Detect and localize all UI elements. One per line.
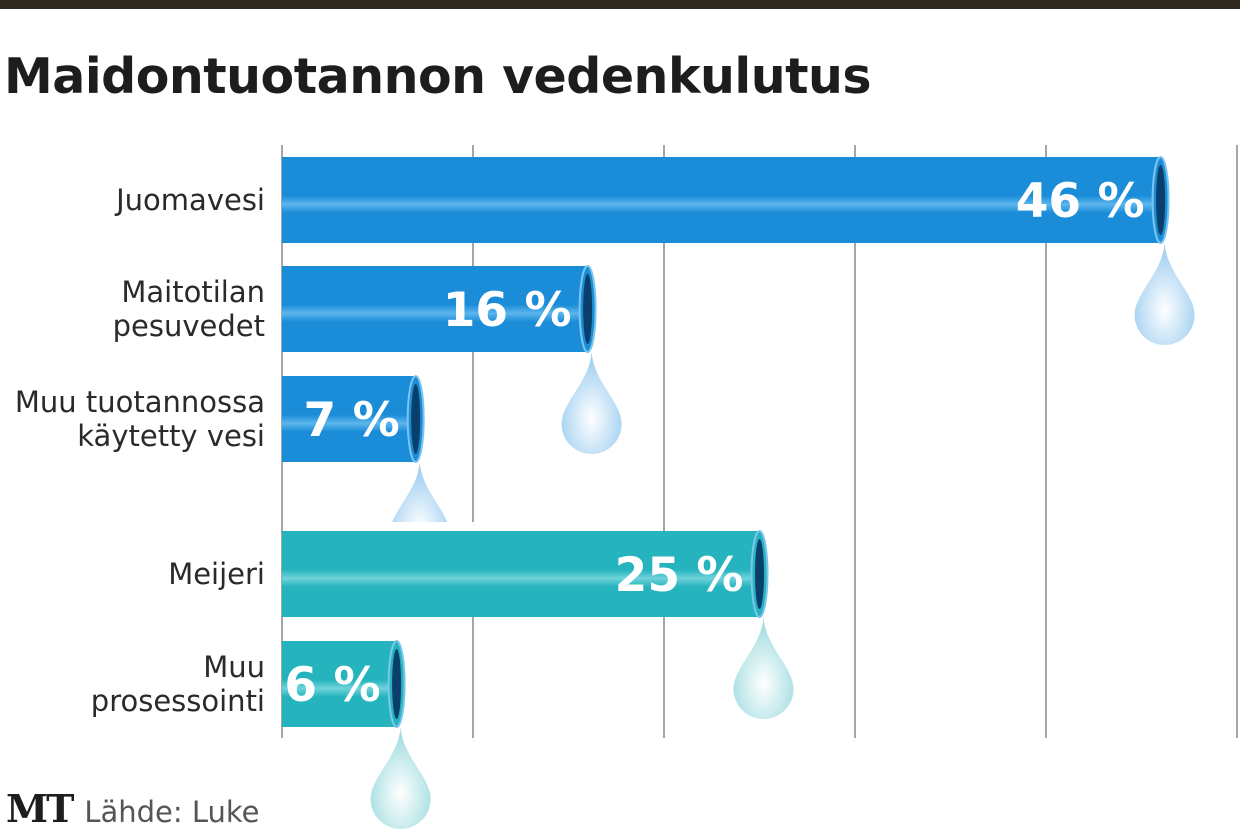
category-label-3: Meijeri: [168, 557, 265, 591]
bar-1: [282, 266, 588, 352]
pipe-opening: [411, 384, 421, 454]
category-label-2: Muu tuotannossa käytetty vesi: [15, 385, 265, 453]
bar-0: [282, 157, 1161, 243]
data-label-4: 6 %: [284, 658, 380, 713]
bar-2: [282, 376, 416, 462]
water-drop-icon: [370, 727, 431, 830]
footer: MT Lähde: Luke: [6, 786, 260, 831]
source-note: Lähde: Luke: [84, 795, 260, 829]
pipe-opening: [392, 649, 402, 719]
mt-logo: MT: [6, 786, 74, 831]
bar-3: [282, 531, 760, 617]
chart-title: Maidontuotannon vedenkulutus: [4, 48, 872, 105]
water-drop-icon: [1134, 243, 1195, 346]
pipe-opening: [755, 539, 764, 609]
top-rule: [0, 0, 1240, 9]
data-label-1: 16 %: [443, 283, 572, 338]
water-drop-icon: [561, 352, 622, 455]
category-label-4: Muu prosessointi: [91, 650, 265, 718]
category-label-0: Juomavesi: [114, 183, 265, 217]
pipe-opening: [1156, 165, 1166, 235]
pipe-opening: [583, 274, 593, 344]
data-label-3: 25 %: [615, 548, 744, 603]
data-label-2: 7 %: [304, 393, 400, 448]
bar-4: [282, 641, 397, 727]
data-label-0: 46 %: [1016, 174, 1145, 229]
water-drop-icon: [733, 617, 794, 719]
category-label-1: Maitotilan pesuvedet: [113, 275, 265, 343]
